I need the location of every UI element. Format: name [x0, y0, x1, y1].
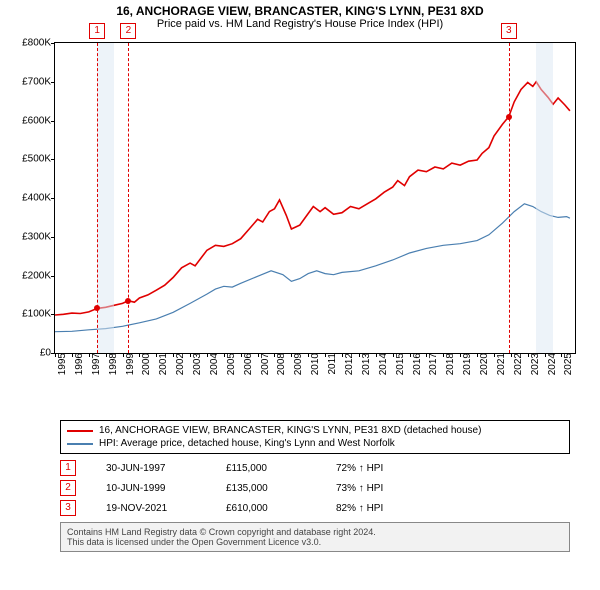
year-highlight-band — [536, 43, 553, 353]
y-axis-label: £100K — [22, 309, 55, 320]
chart-container: £0 £100K £200K £300K £400K £500K £600K £700K £80… — [0, 34, 600, 414]
line-series-svg — [55, 43, 575, 353]
footer-line: This data is licensed under the Open Gov… — [67, 537, 563, 547]
x-axis-label: 2016 — [410, 353, 423, 375]
x-axis-label: 2017 — [426, 353, 439, 375]
y-axis-label: £500K — [22, 154, 55, 165]
x-axis-label: 2021 — [494, 353, 507, 375]
x-axis-label: 2006 — [241, 353, 254, 375]
plot-area: £0£100K£200K£300K£400K£500K£600K£700K£80… — [54, 42, 576, 354]
legend-swatch — [67, 443, 93, 445]
legend-label: 16, ANCHORAGE VIEW, BRANCASTER, KING'S L… — [99, 425, 481, 436]
x-axis-label: 2003 — [190, 353, 203, 375]
x-axis-label: 2015 — [393, 353, 406, 375]
sale-hpi-delta: 82% ↑ HPI — [336, 503, 383, 514]
sale-number-badge: 1 — [60, 460, 76, 476]
x-axis-label: 2008 — [274, 353, 287, 375]
sale-marker-dot — [125, 298, 131, 304]
y-axis-label: £200K — [22, 270, 55, 281]
legend-row: HPI: Average price, detached house, King… — [67, 437, 563, 450]
x-axis-label: 2002 — [173, 353, 186, 375]
x-axis-label: 1995 — [55, 353, 68, 375]
chart-title: 16, ANCHORAGE VIEW, BRANCASTER, KING'S L… — [0, 0, 600, 18]
x-axis-label: 2000 — [139, 353, 152, 375]
sale-marker-badge: 3 — [501, 23, 517, 39]
x-axis-label: 2007 — [258, 353, 271, 375]
x-axis-label: 2014 — [376, 353, 389, 375]
x-axis-label: 2011 — [325, 353, 338, 375]
sale-date: 19-NOV-2021 — [106, 503, 196, 514]
x-axis-label: 2004 — [207, 353, 220, 375]
footer-attribution: Contains HM Land Registry data © Crown c… — [60, 522, 570, 552]
x-axis-label: 2022 — [511, 353, 524, 375]
sale-number-badge: 2 — [60, 480, 76, 496]
y-axis-label: £300K — [22, 231, 55, 242]
sale-marker-dot — [94, 305, 100, 311]
x-axis-label: 1996 — [72, 353, 85, 375]
sale-hpi-delta: 73% ↑ HPI — [336, 483, 383, 494]
y-axis-label: £800K — [22, 38, 55, 49]
sale-row: 1 30-JUN-1997 £115,000 72% ↑ HPI — [60, 458, 570, 478]
y-axis-label: £700K — [22, 76, 55, 87]
sales-table: 1 30-JUN-1997 £115,000 72% ↑ HPI 2 10-JUN-199… — [60, 458, 570, 518]
x-axis-label: 2020 — [477, 353, 490, 375]
sale-row: 2 10-JUN-1999 £135,000 73% ↑ HPI — [60, 478, 570, 498]
x-axis-label: 2024 — [545, 353, 558, 375]
sale-hpi-delta: 72% ↑ HPI — [336, 463, 383, 474]
legend-row: 16, ANCHORAGE VIEW, BRANCASTER, KING'S L… — [67, 424, 563, 437]
x-axis-label: 2009 — [291, 353, 304, 375]
legend: 16, ANCHORAGE VIEW, BRANCASTER, KING'S L… — [60, 420, 570, 454]
sale-marker-line — [128, 43, 129, 353]
x-axis-label: 2010 — [308, 353, 321, 375]
y-axis-label: £0 — [40, 348, 55, 359]
series-hpi — [55, 204, 570, 332]
x-axis-label: 1997 — [89, 353, 102, 375]
legend-swatch — [67, 430, 93, 432]
sale-price: £610,000 — [226, 503, 306, 514]
x-axis-label: 2025 — [561, 353, 574, 375]
sale-price: £115,000 — [226, 463, 306, 474]
x-axis-label: 1999 — [123, 353, 136, 375]
sale-number-badge: 3 — [60, 500, 76, 516]
x-axis-label: 1998 — [106, 353, 119, 375]
footer-line: Contains HM Land Registry data © Crown c… — [67, 527, 563, 537]
sale-price: £135,000 — [226, 483, 306, 494]
y-axis-label: £600K — [22, 115, 55, 126]
y-axis-label: £400K — [22, 193, 55, 204]
x-axis-label: 2013 — [359, 353, 372, 375]
sale-row: 3 19-NOV-2021 £610,000 82% ↑ HPI — [60, 498, 570, 518]
sale-marker-dot — [506, 114, 512, 120]
legend-label: HPI: Average price, detached house, King… — [99, 438, 395, 449]
sale-date: 30-JUN-1997 — [106, 463, 196, 474]
sale-marker-badge: 1 — [89, 23, 105, 39]
sale-marker-line — [509, 43, 510, 353]
sale-date: 10-JUN-1999 — [106, 483, 196, 494]
x-axis-label: 2019 — [460, 353, 473, 375]
x-axis-label: 2012 — [342, 353, 355, 375]
series-property — [55, 82, 570, 315]
x-axis-label: 2023 — [528, 353, 541, 375]
x-axis-label: 2018 — [443, 353, 456, 375]
x-axis-label: 2001 — [156, 353, 169, 375]
sale-marker-badge: 2 — [120, 23, 136, 39]
x-axis-label: 2005 — [224, 353, 237, 375]
